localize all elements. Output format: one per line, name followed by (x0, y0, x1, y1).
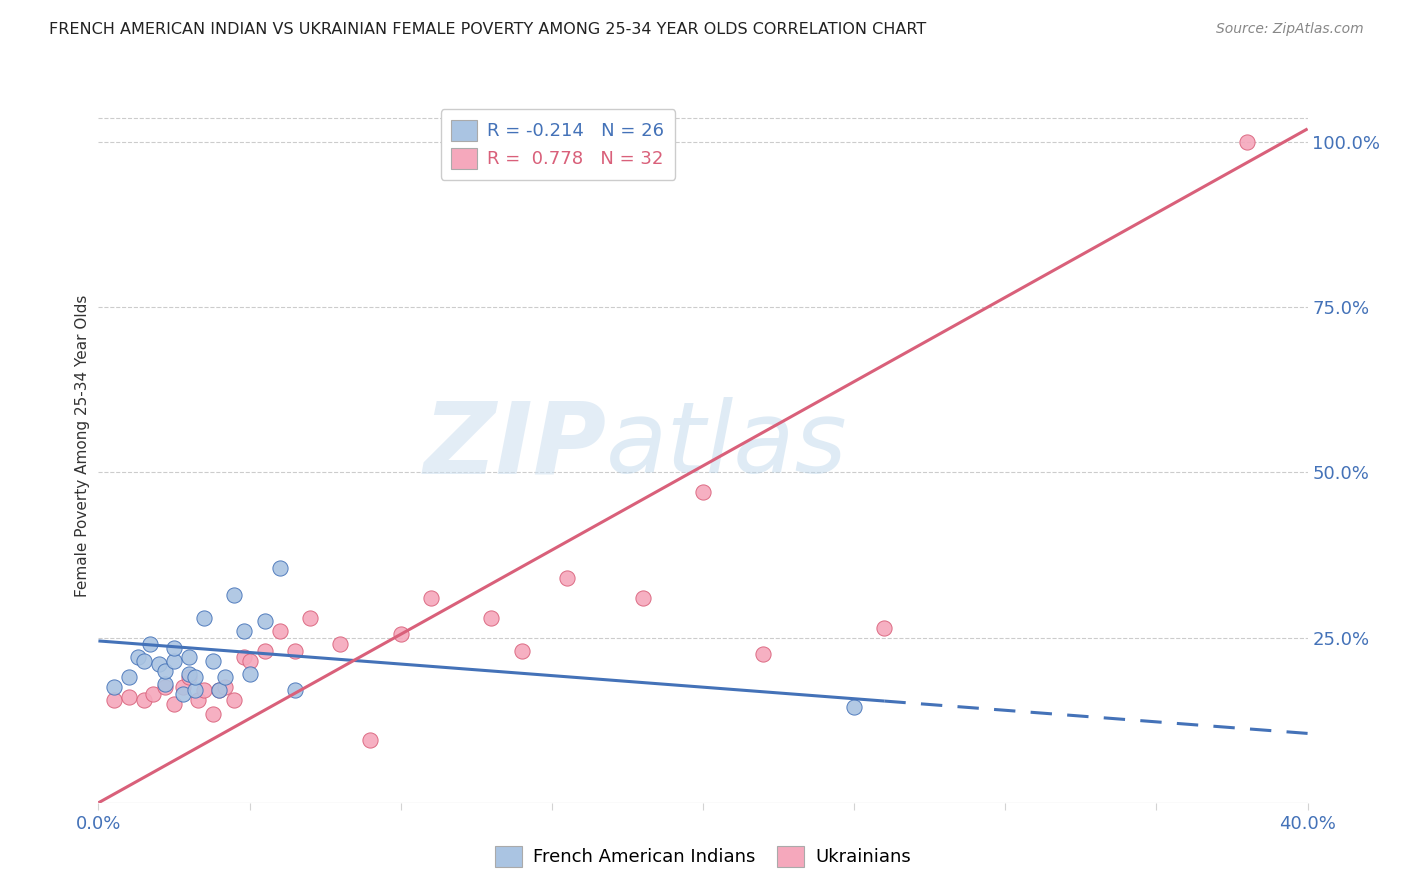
Point (184, 683, 207, 698)
Point (269, 561, 291, 575)
Point (153, 677, 176, 691)
Point (179, 670, 201, 684)
Point (253, 644, 276, 658)
Point (1236, 135, 1258, 149)
Point (163, 697, 186, 711)
Point (284, 683, 307, 698)
Point (142, 687, 165, 701)
Point (139, 637, 162, 651)
Point (184, 670, 207, 684)
Point (232, 650, 254, 665)
Point (329, 637, 352, 651)
Point (179, 667, 201, 681)
Point (253, 614, 276, 628)
Point (214, 680, 236, 694)
Point (132, 693, 155, 707)
Point (555, 571, 578, 585)
Point (239, 667, 262, 681)
Y-axis label: Female Poverty Among 25-34 Year Olds: Female Poverty Among 25-34 Year Olds (75, 295, 90, 597)
Point (420, 591, 443, 605)
Point (481, 611, 503, 625)
Point (103, 693, 125, 707)
Point (153, 680, 176, 694)
Point (132, 654, 155, 668)
Point (118, 670, 141, 684)
Legend: French American Indians, Ukrainians: French American Indians, Ukrainians (488, 838, 918, 874)
Point (208, 683, 231, 698)
Point (389, 627, 412, 641)
Text: ZIP: ZIP (423, 398, 606, 494)
Point (284, 644, 307, 658)
Point (172, 680, 194, 694)
Point (153, 664, 176, 678)
Legend: R = -0.214   N = 26, R =  0.778   N = 32: R = -0.214 N = 26, R = 0.778 N = 32 (440, 109, 675, 179)
Text: FRENCH AMERICAN INDIAN VS UKRAINIAN FEMALE POVERTY AMONG 25-34 YEAR OLDS CORRELA: FRENCH AMERICAN INDIAN VS UKRAINIAN FEMA… (49, 22, 927, 37)
Text: atlas: atlas (606, 398, 848, 494)
Point (844, 700, 866, 714)
Point (692, 485, 714, 500)
Point (202, 654, 225, 668)
Point (299, 611, 322, 625)
Point (224, 588, 246, 602)
Point (208, 683, 231, 698)
Point (873, 621, 896, 635)
Text: Source: ZipAtlas.com: Source: ZipAtlas.com (1216, 22, 1364, 37)
Point (127, 650, 149, 665)
Point (187, 693, 209, 707)
Point (232, 624, 254, 638)
Point (118, 690, 141, 704)
Point (103, 680, 125, 694)
Point (163, 640, 186, 655)
Point (360, 733, 382, 747)
Point (631, 591, 654, 605)
Point (193, 683, 215, 698)
Point (163, 654, 186, 668)
Point (224, 693, 246, 707)
Point (193, 611, 215, 625)
Point (510, 644, 533, 658)
Point (269, 624, 291, 638)
Point (752, 647, 775, 661)
Point (214, 670, 236, 684)
Point (148, 657, 170, 671)
Point (202, 706, 225, 721)
Point (179, 650, 201, 665)
Point (172, 687, 194, 701)
Point (239, 654, 262, 668)
